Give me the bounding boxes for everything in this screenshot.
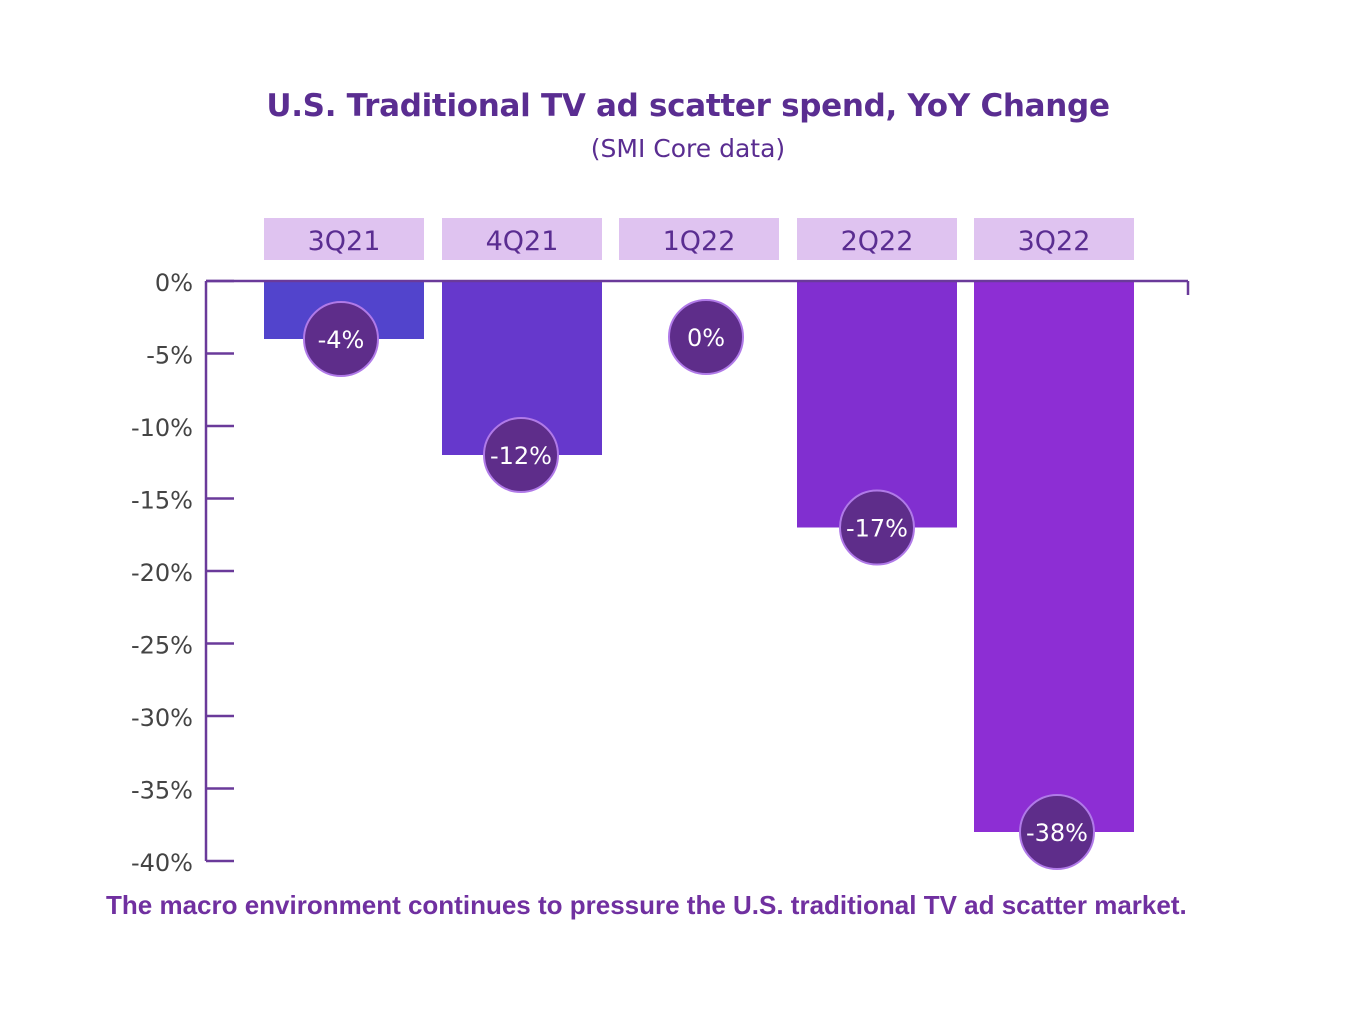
category-header-box: [974, 218, 1134, 260]
bar: [974, 281, 1134, 832]
caption: The macro environment continues to press…: [106, 890, 1187, 920]
category-header-box: [619, 218, 779, 260]
category-label: 3Q22: [1018, 226, 1091, 257]
data-label-circle: [483, 417, 559, 493]
y-tick-label: -35%: [131, 777, 193, 805]
category-header-box: [264, 218, 424, 260]
data-label: -17%: [846, 515, 908, 543]
data-label: -4%: [318, 326, 365, 354]
chart-subtitle: (SMI Core data): [590, 134, 786, 163]
data-label-circle: [839, 489, 915, 566]
category-label: 3Q21: [308, 226, 381, 257]
chart-title: U.S. Traditional TV ad scatter spend, Yo…: [266, 88, 1110, 124]
data-label: 0%: [687, 324, 725, 352]
bar: [797, 281, 957, 528]
category-header-box: [797, 218, 957, 260]
y-tick-label: -10%: [131, 414, 193, 442]
data-label-circle: [1019, 794, 1095, 870]
y-tick-label: -30%: [131, 704, 193, 732]
data-label: -38%: [1026, 819, 1088, 847]
data-label-circle: [668, 299, 744, 375]
y-tick-label: -40%: [131, 849, 193, 877]
y-tick-label: -5%: [146, 342, 193, 370]
category-header-box: [442, 218, 602, 260]
data-label-circle: [303, 301, 379, 377]
category-label: 1Q22: [663, 226, 736, 257]
category-label: 2Q22: [841, 226, 914, 257]
y-tick-label: -15%: [131, 487, 193, 515]
y-tick-label: -20%: [131, 559, 193, 587]
category-label: 4Q21: [486, 226, 559, 257]
data-label: -12%: [490, 442, 552, 470]
y-tick-label: 0%: [155, 269, 193, 297]
y-tick-label: -25%: [131, 632, 193, 660]
